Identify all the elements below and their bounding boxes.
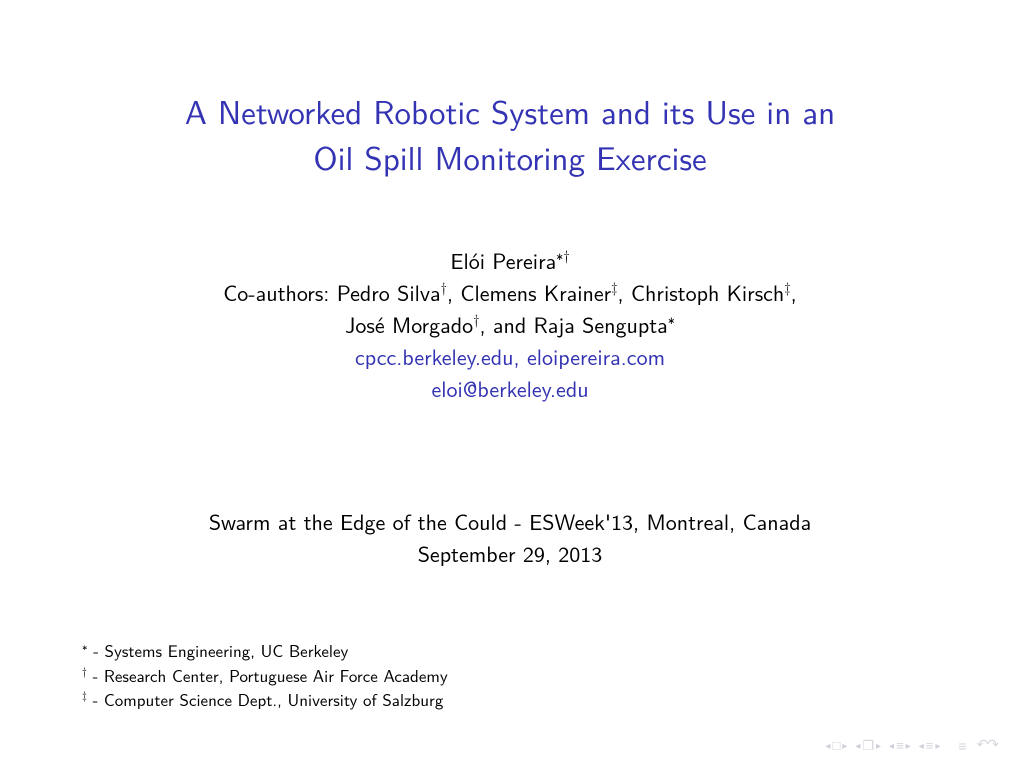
beamer-nav-bar: ◂ □ ▸ ◂ ❐ ▸ ◂ ≡ ▸ ◂ ≡ ▸ ≡ ↶↷ [825, 737, 998, 754]
coauthor-3-mark: † [473, 308, 479, 329]
title-line-2: Oil Spill Monitoring Exercise [313, 133, 706, 181]
coauthor-0: Pedro Silva [337, 276, 441, 308]
coauthor-0-mark: † [441, 277, 447, 298]
affiliation-2: ‡ - Computer Science Dept., University o… [82, 688, 448, 713]
nav-section-group[interactable]: ◂ ≡ ▸ [889, 739, 911, 752]
nav-frame-prev-icon: ◂ [855, 741, 860, 751]
authors-block: Elói Pereira∗† Co-authors: Pedro Silva†,… [0, 245, 1020, 404]
coauthor-1: Clemens Krainer [460, 276, 611, 308]
nav-next-icon: ▸ [842, 741, 847, 751]
affil-0-text: - Systems Engineering, UC Berkeley [93, 638, 348, 663]
coauthors-line: Co-authors: Pedro Silva†, Clemens Kraine… [0, 277, 1020, 341]
links-line-1: cpcc.berkeley.edu, eloipereira.com [0, 341, 1020, 373]
title-line-1: A Networked Robotic System and its Use i… [185, 87, 835, 135]
nav-first-slide-icon: □ [832, 739, 840, 752]
coauthor-3: José Morgado [345, 308, 473, 340]
presenter-line: Elói Pereira∗† [0, 245, 1020, 277]
nav-sect-prev-icon: ◂ [889, 741, 894, 751]
site-link-2[interactable]: eloipereira.com [527, 340, 665, 372]
coauthor-2: Christoph Kirsch [631, 276, 784, 308]
venue-line: Swarm at the Edge of the Could - ESWeek'… [209, 505, 811, 537]
venue-block: Swarm at the Edge of the Could - ESWeek'… [0, 506, 1020, 570]
nav-frame-group[interactable]: ◂ ❐ ▸ [855, 739, 881, 752]
venue-date: September 29, 2013 [418, 537, 603, 569]
affil-0-mark: ∗ [82, 638, 88, 654]
links-line-2: eloi@berkeley.edu [0, 373, 1020, 405]
nav-frame-icon: ❐ [862, 739, 874, 752]
nav-sect-next-icon: ▸ [906, 741, 911, 751]
nav-first-group[interactable]: ◂ □ ▸ [825, 739, 847, 752]
presenter-marks: ∗† [556, 245, 570, 266]
affil-2-mark: ‡ [82, 688, 87, 704]
coauthor-4: Raja Sengupta [534, 308, 668, 340]
nav-sub-next-icon: ▸ [935, 741, 940, 751]
site-link-1[interactable]: cpcc.berkeley.edu [355, 340, 514, 372]
coauthor-4-mark: ∗ [668, 308, 675, 329]
affiliation-1: † - Research Center, Portuguese Air Forc… [82, 664, 448, 689]
title-slide: A Networked Robotic System and its Use i… [0, 0, 1020, 764]
affiliations-block: ∗ - Systems Engineering, UC Berkeley † -… [82, 639, 448, 713]
nav-prev-icon: ◂ [825, 741, 830, 751]
affiliation-0: ∗ - Systems Engineering, UC Berkeley [82, 639, 448, 664]
nav-appendix-icon[interactable]: ≡ [958, 739, 964, 753]
coauthor-1-mark: ‡ [611, 277, 617, 298]
slide-title: A Networked Robotic System and its Use i… [0, 88, 1020, 180]
nav-subsection-icon: ≡ [926, 739, 934, 752]
nav-subsection-group[interactable]: ◂ ≡ ▸ [919, 739, 941, 752]
nav-frame-next-icon: ▸ [876, 741, 881, 751]
affil-1-mark: † [82, 663, 87, 679]
nav-sub-prev-icon: ◂ [919, 741, 924, 751]
presenter-name: Elói Pereira [450, 244, 556, 276]
affil-2-text: - Computer Science Dept., University of … [93, 687, 444, 712]
nav-section-icon: ≡ [896, 739, 904, 752]
affil-1-text: - Research Center, Portuguese Air Force … [93, 663, 448, 688]
coauthor-2-mark: ‡ [784, 277, 790, 298]
email-link[interactable]: eloi@berkeley.edu [431, 372, 588, 404]
nav-back-forward-icon[interactable]: ↶↷ [977, 737, 998, 754]
coauthors-label: Co-authors: [223, 276, 329, 308]
